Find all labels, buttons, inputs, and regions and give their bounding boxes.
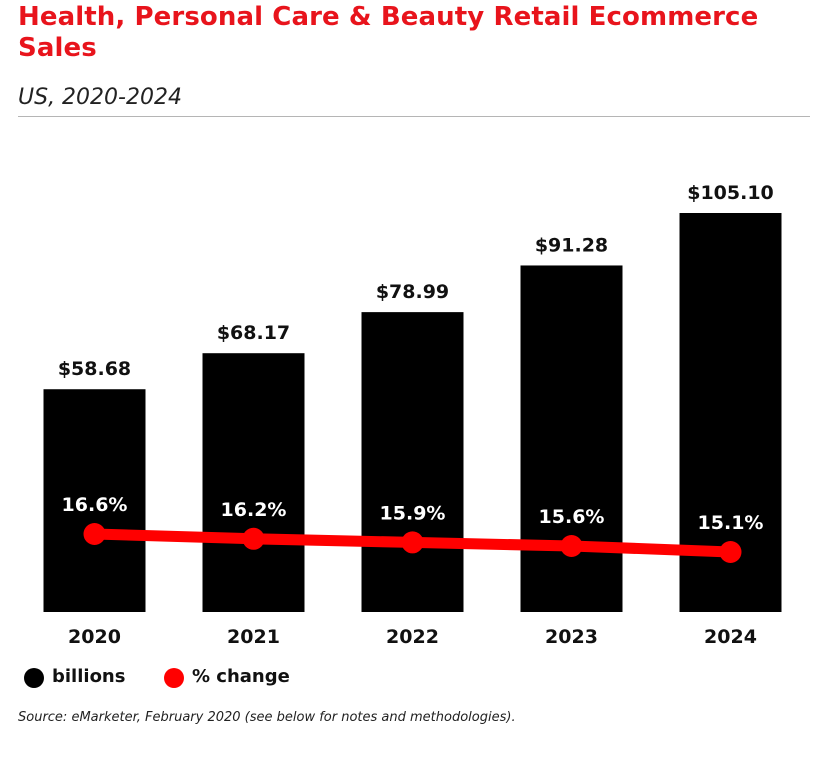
title-divider	[18, 116, 810, 117]
bar-2020	[43, 389, 146, 612]
chart-subtitle: US, 2020-2024	[18, 85, 182, 110]
x-tick-label-2021: 2021	[227, 626, 280, 648]
bar-2022	[361, 312, 464, 612]
pct-change-point-2021	[242, 527, 265, 550]
bar-2023	[520, 265, 623, 612]
x-tick-label-2022: 2022	[386, 626, 439, 648]
chart-canvas: $58.68 2020 $68.17 2021 $78.99 2022 $91.28 2023…	[43, 182, 782, 648]
pct-change-label-2022: 15.9%	[380, 502, 446, 524]
legend-label-pct-change: % change	[192, 666, 290, 687]
pct-change-label-2021: 16.2%	[221, 499, 287, 521]
legend-swatch-billions	[24, 668, 44, 688]
pct-change-point-2020	[83, 523, 106, 545]
x-tick-label-2023: 2023	[545, 626, 598, 648]
x-tick-label-2020: 2020	[68, 626, 121, 648]
bar-value-label-2020: $58.68	[58, 358, 131, 380]
pct-change-point-2024	[719, 541, 742, 563]
bar-value-label-2022: $78.99	[376, 281, 449, 303]
bar-value-label-2021: $68.17	[217, 322, 290, 344]
x-tick-label-2024: 2024	[704, 626, 757, 648]
pct-change-label-2020: 16.6%	[62, 494, 128, 516]
bar-value-label-2023: $91.28	[535, 234, 608, 256]
source-note: Source: eMarketer, February 2020 (see be…	[18, 710, 516, 725]
pct-change-label-2023: 15.6%	[539, 506, 605, 528]
pct-change-point-2022	[401, 531, 424, 554]
pct-change-point-2023	[560, 535, 583, 557]
legend-label-billions: billions	[52, 666, 126, 687]
chart-title: Health, Personal Care & Beauty Retail Ec…	[18, 2, 759, 63]
legend-swatch-pct-change	[164, 668, 184, 688]
bar-value-label-2024: $105.10	[687, 182, 774, 204]
bar-2021	[202, 353, 305, 612]
pct-change-label-2024: 15.1%	[698, 512, 764, 534]
